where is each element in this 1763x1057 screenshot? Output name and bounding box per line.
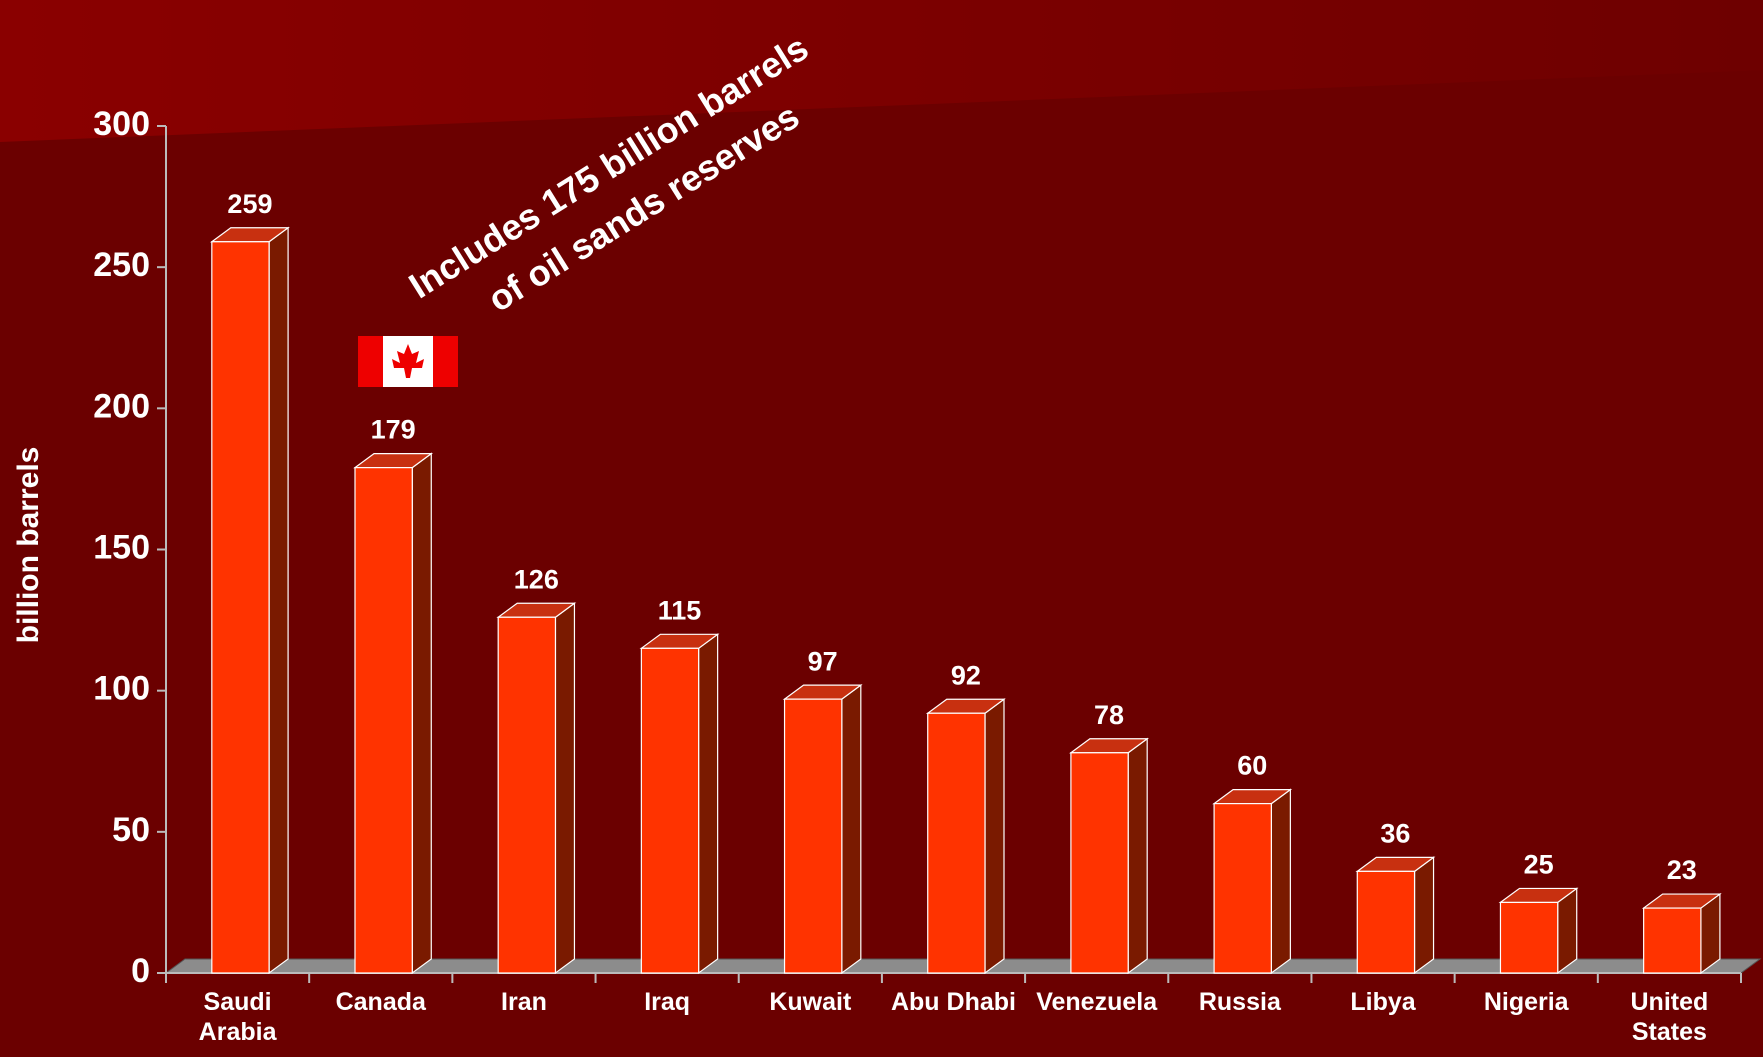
value-label: 36 xyxy=(1380,818,1410,848)
x-tick-label: Nigeria xyxy=(1483,988,1569,1016)
value-label: 97 xyxy=(808,646,838,676)
bar-side xyxy=(984,698,1005,975)
bar xyxy=(783,698,843,974)
bar xyxy=(1643,907,1702,974)
bar-side xyxy=(1270,788,1291,975)
background-band xyxy=(0,0,1763,142)
y-axis-label: billion barrels xyxy=(12,447,45,644)
flag xyxy=(358,336,458,387)
x-tick-label: Kuwait xyxy=(769,988,852,1016)
bar-side xyxy=(698,633,719,975)
x-tick-label: Russia xyxy=(1198,988,1281,1016)
value-label: 115 xyxy=(658,595,702,625)
y-tick-label: 50 xyxy=(112,811,150,849)
value-label: 126 xyxy=(514,564,559,594)
x-tick-label: Venezuela xyxy=(1036,988,1158,1016)
x-tick-label: Abu Dhabi xyxy=(890,988,1016,1016)
y-tick-label: 300 xyxy=(93,105,150,143)
bar xyxy=(1356,870,1416,974)
x-tick-label: Iraq xyxy=(644,988,691,1016)
y-tick-label: 200 xyxy=(93,387,150,425)
value-label: 25 xyxy=(1524,850,1554,880)
bar xyxy=(211,241,270,974)
value-label: 23 xyxy=(1667,855,1697,885)
y-tick-label: 150 xyxy=(93,528,150,566)
x-tick-label: Iran xyxy=(501,988,547,1016)
bar-side xyxy=(411,452,432,975)
bar-side xyxy=(268,226,289,975)
value-label: 92 xyxy=(951,660,981,690)
y-tick-label: 100 xyxy=(93,670,150,708)
bar xyxy=(497,616,557,974)
x-tick-label: Libya xyxy=(1350,988,1416,1016)
bar xyxy=(1499,901,1559,974)
bar-side xyxy=(1557,887,1578,975)
bar xyxy=(1070,752,1129,974)
value-label: 259 xyxy=(227,189,272,219)
x-tick-label: Canada xyxy=(335,988,426,1016)
bar-side xyxy=(841,683,862,975)
x-tick-label: United States xyxy=(1630,988,1709,1046)
bar-side xyxy=(1413,856,1435,975)
bar xyxy=(1213,802,1272,974)
bar-side xyxy=(554,602,576,975)
bar xyxy=(640,647,700,974)
bar xyxy=(927,712,986,974)
bar-side xyxy=(1127,737,1148,975)
value-label: 179 xyxy=(371,415,416,445)
value-label: 60 xyxy=(1237,751,1267,781)
value-label: 78 xyxy=(1094,700,1124,730)
x-tick-label: Saudi Arabia xyxy=(198,988,277,1046)
y-tick-label: 250 xyxy=(93,246,150,284)
y-tick-label: 0 xyxy=(131,952,150,990)
bar xyxy=(354,467,413,974)
